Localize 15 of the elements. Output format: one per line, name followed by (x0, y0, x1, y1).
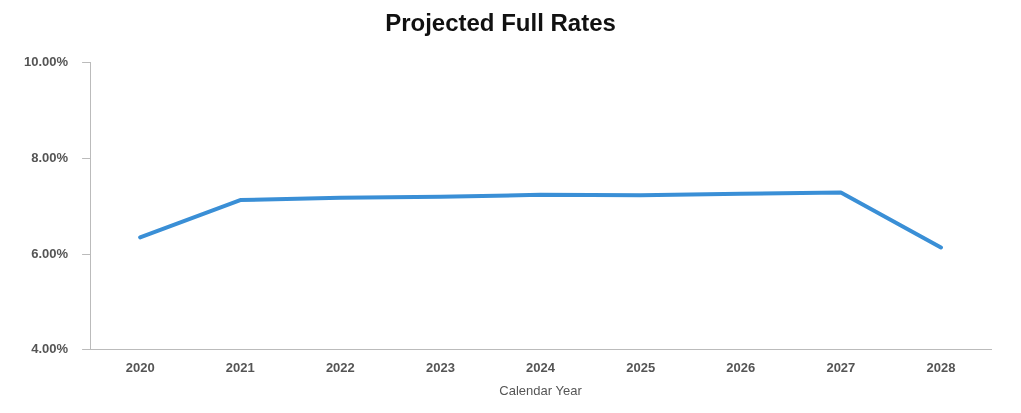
x-tick-label: 2027 (826, 360, 856, 376)
x-tick-label: 2022 (325, 360, 355, 376)
x-tick-label: 2020 (125, 360, 155, 376)
chart-title: Projected Full Rates (385, 9, 616, 37)
y-tick-label: 8.00% (31, 150, 69, 166)
x-tick-label: 2025 (626, 360, 656, 376)
x-tick-label: 2026 (726, 360, 756, 376)
x-tick-label: 2028 (926, 360, 956, 376)
x-tick-label: 2024 (526, 360, 556, 376)
x-tick-label: 2021 (225, 360, 255, 376)
y-tick-label: 10.00% (24, 54, 69, 70)
x-tick-label: 2023 (425, 360, 455, 376)
y-tick-label: 4.00% (31, 341, 69, 357)
y-tick-label: 6.00% (31, 245, 69, 261)
x-axis-title: Calendar Year (499, 382, 583, 398)
